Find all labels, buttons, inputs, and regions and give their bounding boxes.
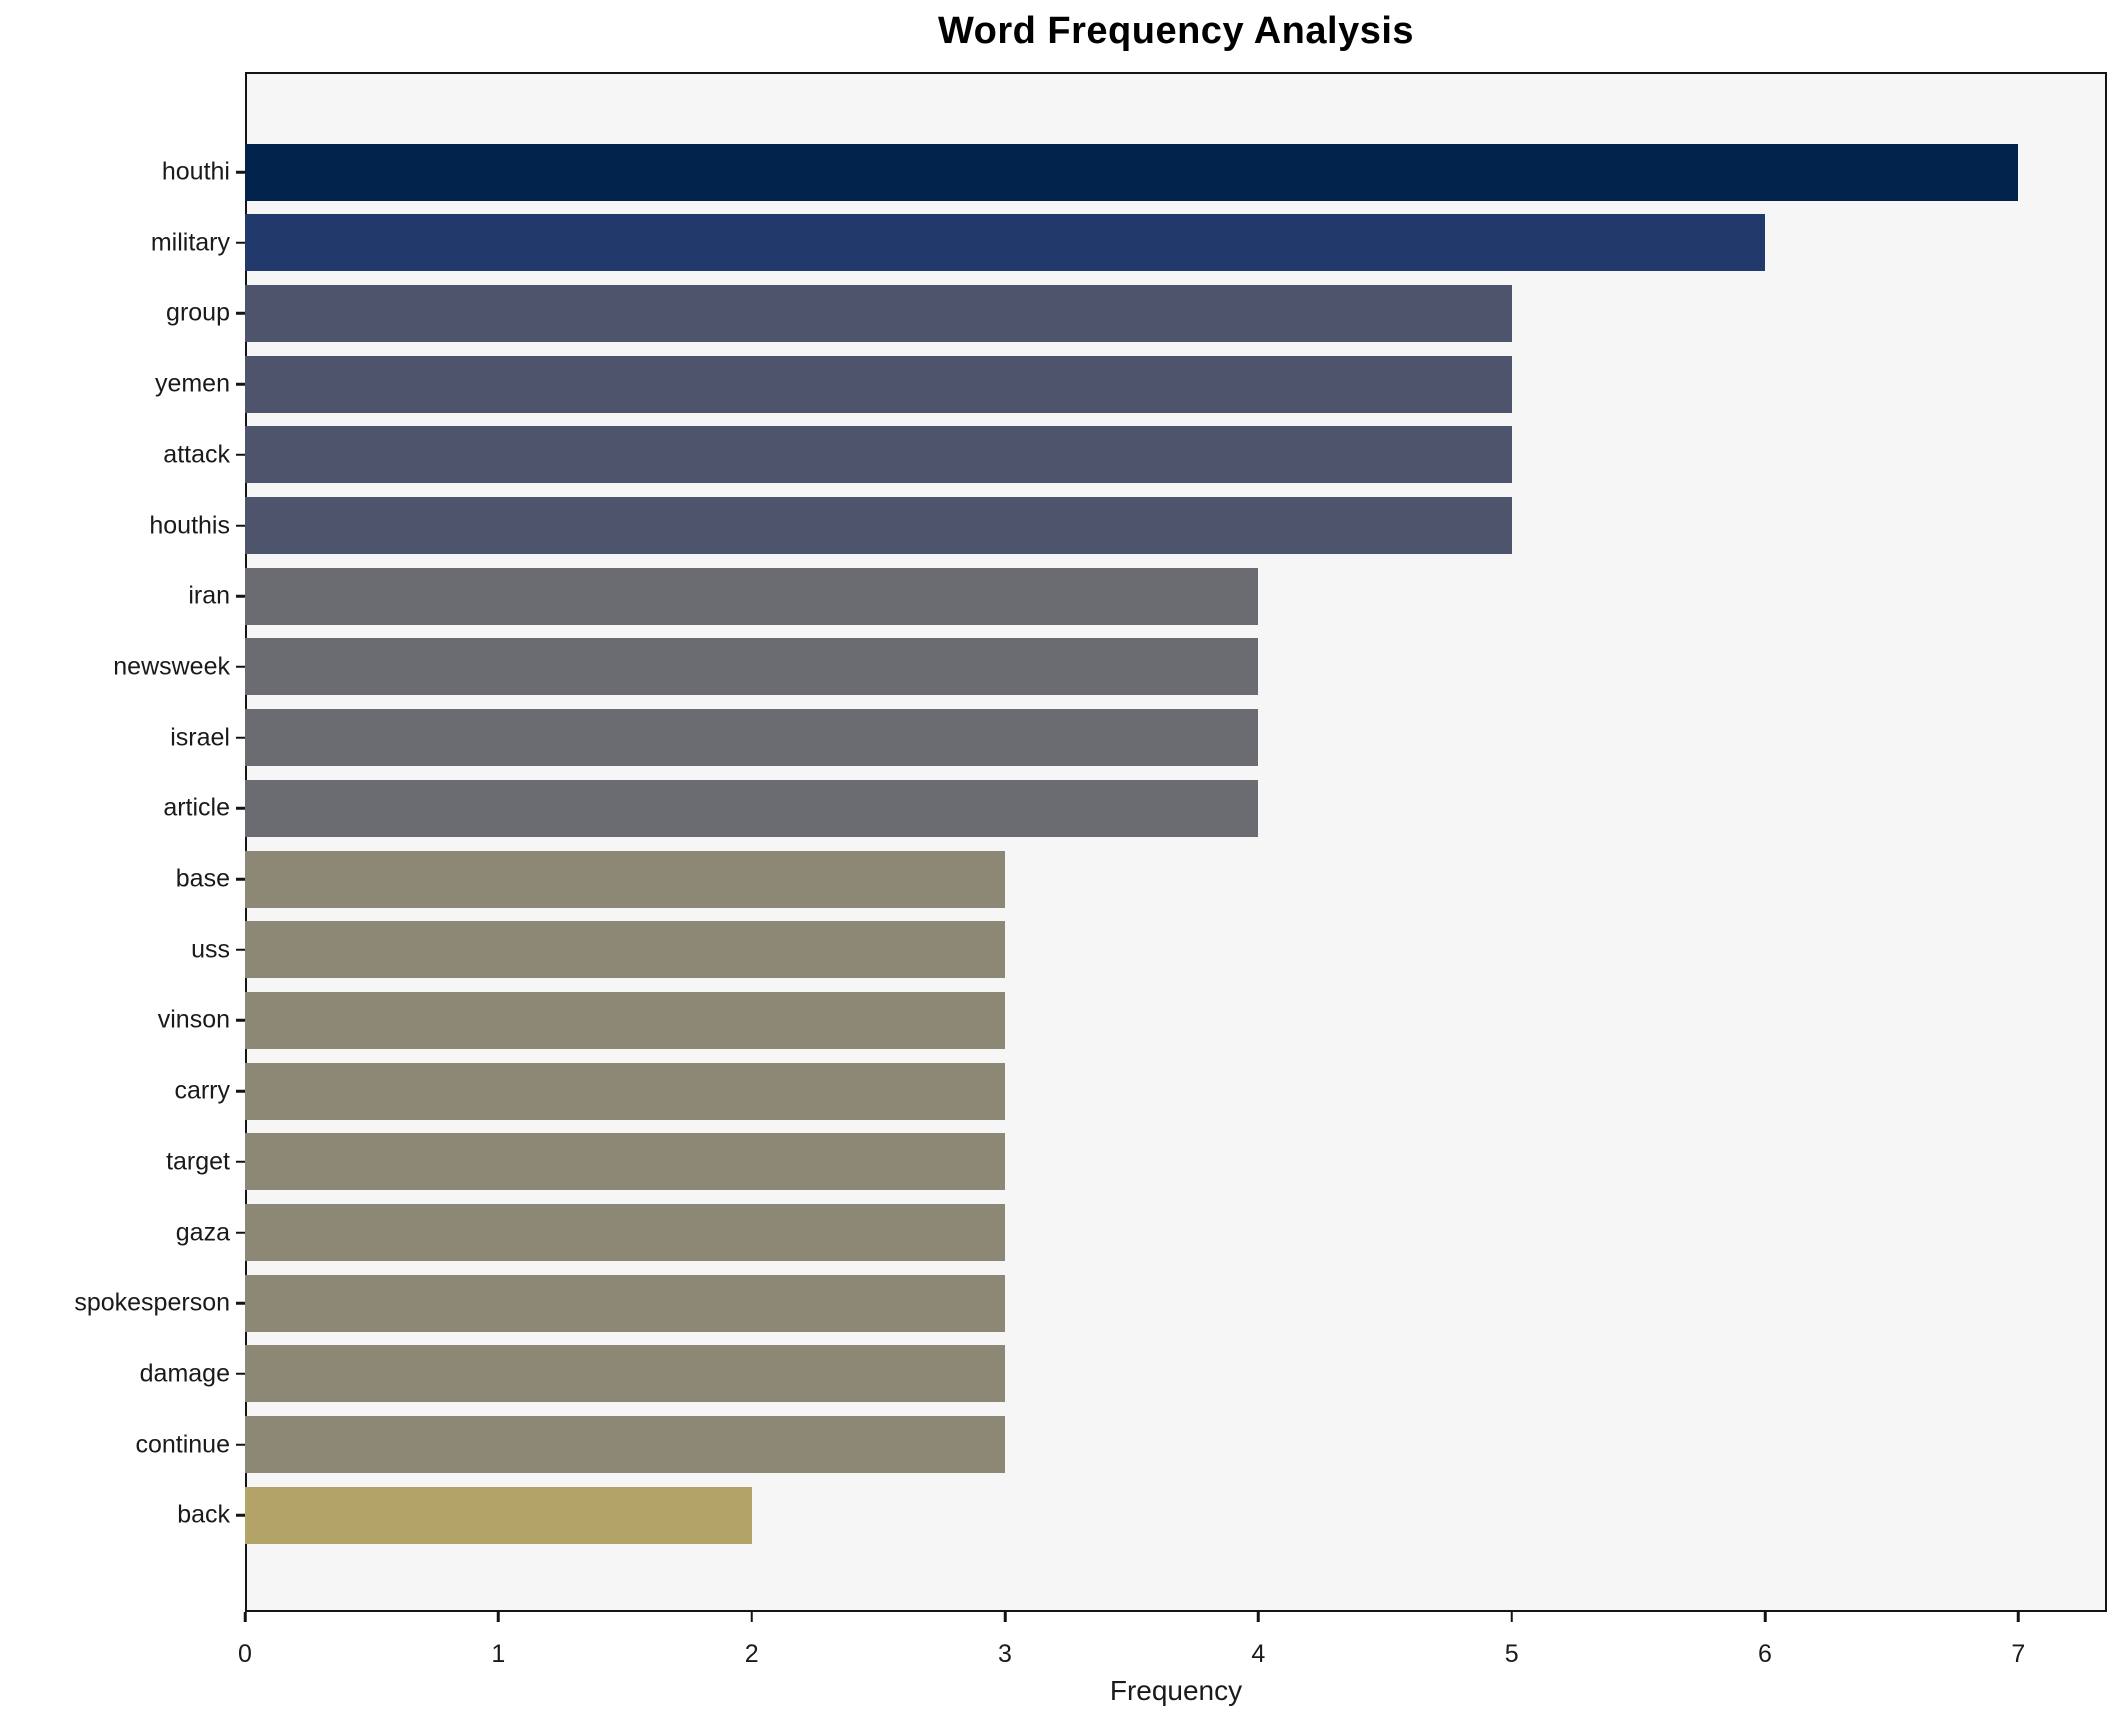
x-tick-label: 0 — [238, 1640, 252, 1668]
x-tick-label: 6 — [1758, 1640, 1772, 1668]
y-tick-mark — [236, 807, 245, 810]
x-tick-mark — [497, 1612, 500, 1622]
x-tick-mark — [1003, 1612, 1007, 1622]
y-tick-label: houthis — [149, 511, 230, 539]
y-tick-mark — [236, 877, 245, 881]
y-tick-mark — [236, 948, 245, 951]
x-tick-label: 1 — [491, 1640, 506, 1668]
bar-iran — [245, 567, 1259, 625]
x-tick-mark — [1257, 1612, 1260, 1622]
y-tick-mark — [236, 736, 245, 739]
y-tick-label: spokesperson — [74, 1288, 230, 1317]
y-tick-label: back — [177, 1500, 230, 1529]
y-tick-mark — [236, 594, 245, 598]
y-tick-label: uss — [191, 935, 230, 964]
y-tick-mark — [236, 1443, 245, 1446]
y-tick-label: continue — [135, 1430, 230, 1459]
y-tick-mark — [236, 1301, 245, 1305]
y-tick-label: iran — [188, 581, 230, 610]
y-tick-label: vinson — [157, 1005, 230, 1034]
y-tick-label: newsweek — [113, 652, 230, 681]
bar-continue — [245, 1416, 1005, 1474]
y-tick-mark — [236, 1514, 245, 1517]
bar-military — [245, 214, 1765, 272]
y-tick-mark — [236, 1372, 245, 1376]
y-tick-mark — [236, 170, 245, 174]
bar-group — [245, 284, 1512, 342]
y-tick-label: target — [166, 1147, 230, 1176]
y-tick-mark — [236, 1089, 245, 1093]
y-tick-label: yemen — [154, 369, 230, 398]
y-tick-label: group — [166, 298, 230, 327]
x-tick-label: 2 — [744, 1640, 759, 1668]
x-tick-label: 4 — [1251, 1640, 1266, 1668]
bar-carry — [245, 1062, 1005, 1120]
x-axis-label: Frequency — [1109, 1675, 1243, 1706]
x-tick-mark — [1763, 1612, 1767, 1622]
y-tick-mark — [236, 1231, 245, 1234]
x-tick-mark — [750, 1612, 753, 1622]
bar-gaza — [245, 1204, 1005, 1261]
y-tick-mark — [236, 524, 245, 527]
bar-uss — [245, 921, 1005, 979]
bar-target — [245, 1133, 1005, 1191]
y-tick-label: israel — [170, 723, 230, 752]
bar-houthi — [245, 143, 2019, 201]
bar-yemen — [245, 355, 1512, 413]
bar-spokesperson — [245, 1274, 1005, 1332]
bar-israel — [245, 709, 1259, 767]
bar-back — [245, 1486, 752, 1544]
bar-vinson — [245, 991, 1005, 1049]
x-tick-label: 7 — [2011, 1640, 2026, 1668]
y-tick-label: houthi — [161, 157, 230, 186]
x-tick-mark — [243, 1612, 247, 1622]
bar-article — [245, 779, 1259, 837]
bar-base — [245, 850, 1005, 908]
y-tick-label: attack — [163, 440, 230, 469]
y-tick-mark — [236, 1160, 245, 1164]
y-tick-mark — [236, 312, 245, 315]
x-tick-mark — [2017, 1612, 2020, 1622]
y-tick-mark — [236, 1019, 245, 1022]
bar-attack — [245, 426, 1512, 484]
y-tick-label: article — [163, 793, 230, 822]
y-tick-mark — [236, 382, 245, 386]
bar-newsweek — [245, 638, 1259, 696]
y-tick-label: base — [175, 864, 230, 893]
bar-damage — [245, 1345, 1005, 1403]
chart-title: Word Frequency Analysis — [937, 10, 1415, 52]
y-tick-label: military — [150, 228, 230, 257]
y-tick-mark — [236, 453, 245, 457]
y-tick-mark — [236, 665, 245, 669]
y-tick-label: carry — [174, 1076, 230, 1105]
x-tick-label: 3 — [998, 1640, 1012, 1668]
y-tick-mark — [236, 241, 245, 244]
bar-houthis — [245, 497, 1512, 554]
x-tick-mark — [1510, 1612, 1513, 1622]
y-tick-label: damage — [139, 1359, 230, 1388]
y-tick-label: gaza — [175, 1218, 230, 1246]
x-tick-label: 5 — [1504, 1640, 1519, 1668]
